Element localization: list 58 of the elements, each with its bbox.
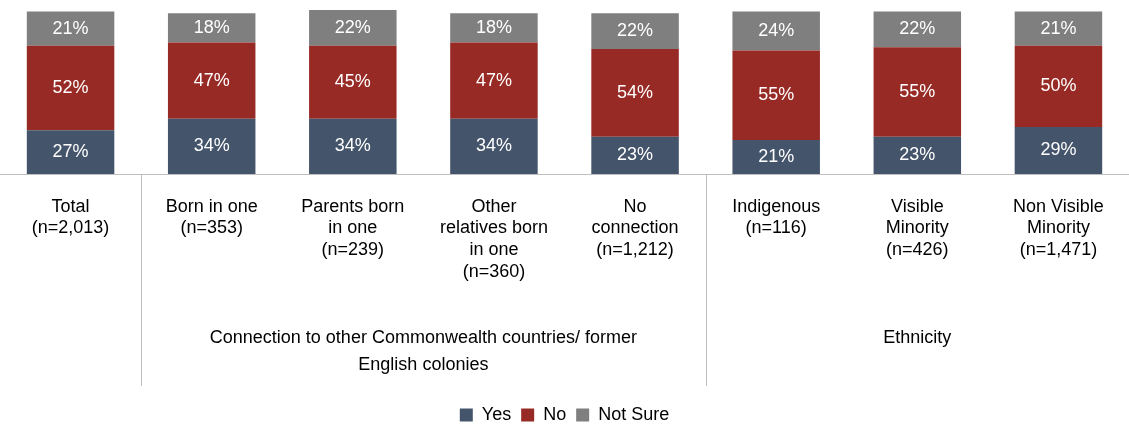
bar: [309, 45, 397, 119]
bar: [873, 136, 962, 174]
data-label: 27%: [52, 141, 89, 162]
data-label: 29%: [1040, 139, 1077, 160]
legend-label: Not Sure: [598, 403, 670, 424]
x-tick-label: Parents born in one (n=239): [301, 195, 405, 259]
data-label: 24%: [758, 20, 795, 41]
x-tick-label: Non Visible Minority (n=1,471): [1013, 195, 1104, 259]
bar: [732, 11, 820, 51]
legend-label: No: [543, 403, 567, 424]
x-tick-label: Visible Minority (n=426): [885, 195, 949, 259]
data-label: 34%: [193, 135, 230, 156]
data-label: 21%: [1040, 17, 1077, 38]
x-tick-label: No connection (n=1,212): [591, 195, 679, 259]
bar: [732, 50, 820, 140]
data-label: 23%: [617, 144, 654, 165]
bar: [167, 42, 256, 119]
data-label: 18%: [475, 16, 512, 37]
x-tick-label: Born in one (n=353): [165, 195, 258, 238]
data-label: 18%: [193, 16, 230, 37]
bar: [26, 11, 115, 46]
data-label: 47%: [475, 69, 512, 90]
data-label: 55%: [758, 84, 795, 105]
data-label: 52%: [52, 76, 89, 97]
data-label: 23%: [899, 144, 936, 165]
bar: [309, 118, 397, 174]
data-label: 21%: [52, 17, 89, 38]
bar: [873, 47, 962, 137]
bar: [1014, 11, 1103, 46]
bar: [450, 118, 538, 174]
bar: [591, 48, 679, 137]
bar: [1014, 45, 1103, 127]
x-tick-label: Indigenous (n=116): [732, 195, 821, 238]
x-tick-label: Other relatives born in one (n=360): [439, 195, 548, 281]
data-label: 22%: [899, 18, 936, 39]
data-label: 21%: [758, 145, 795, 166]
bar: [732, 139, 820, 174]
bar: [1014, 126, 1103, 174]
data-label: 34%: [334, 135, 371, 156]
bar: [26, 45, 115, 131]
bar: [309, 10, 397, 46]
data-label: 22%: [617, 20, 654, 41]
data-label: 22%: [334, 16, 371, 37]
bar: [167, 118, 256, 174]
text: Ethnicity: [883, 326, 952, 347]
data-label: 54%: [617, 81, 654, 102]
data-label: 34%: [475, 135, 512, 156]
data-label: 55%: [899, 80, 936, 101]
bar: [591, 136, 679, 174]
bar: [450, 42, 538, 119]
data-label: 45%: [334, 71, 371, 92]
bar: [26, 130, 115, 174]
x-tick-label: Total (n=2,013): [31, 195, 110, 238]
data-label: 50%: [1040, 75, 1077, 96]
data-label: 47%: [193, 69, 230, 90]
bar: [591, 13, 679, 49]
legend-label: Yes: [481, 403, 512, 424]
text: Connection to other Commonwealth countries/ former English colonies: [209, 326, 637, 374]
